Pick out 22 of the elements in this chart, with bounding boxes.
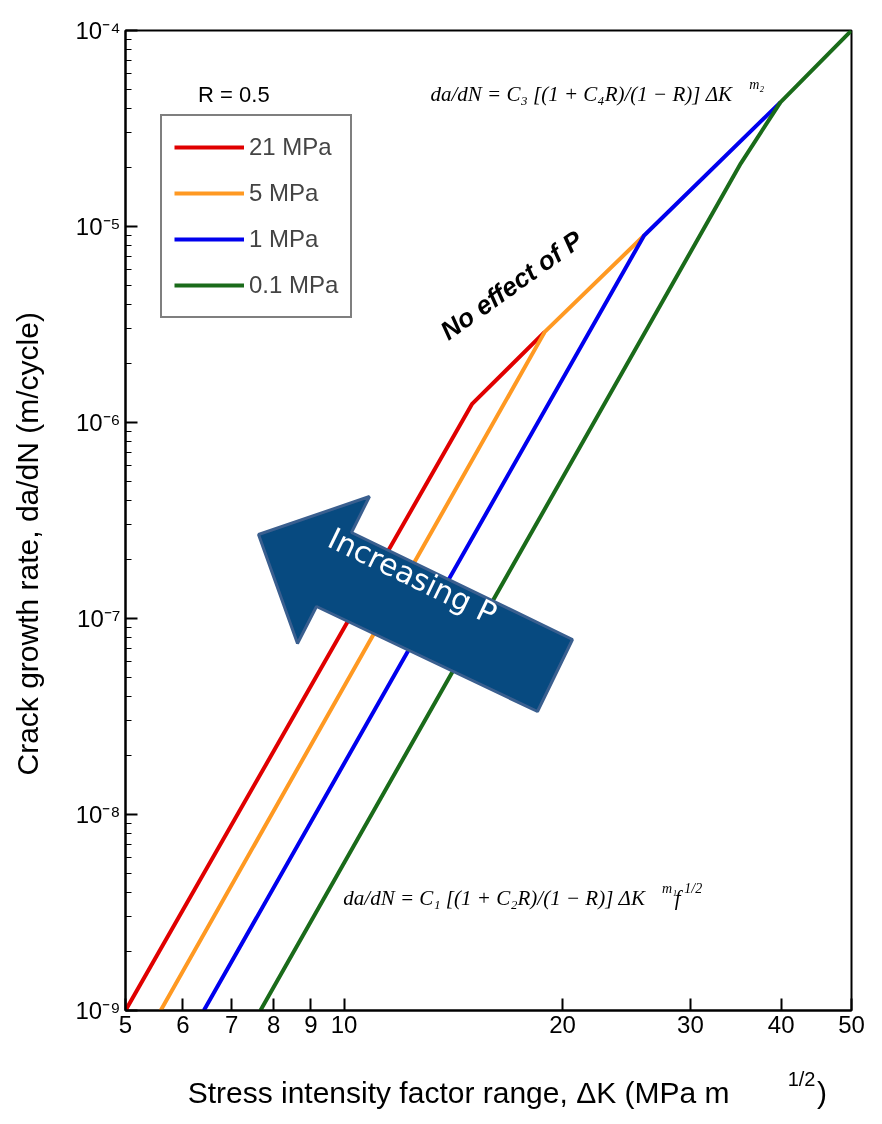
x-tick-label: 50 xyxy=(838,1010,865,1038)
y-tick-label: 10⁻⁷ xyxy=(77,605,121,632)
legend-label: 21 MPa xyxy=(249,133,332,161)
y-tick-label: 10⁻⁸ xyxy=(75,801,121,828)
legend-label: 0.1 MPa xyxy=(249,271,339,299)
annotation: R = 0.5 xyxy=(198,81,270,107)
x-tick-label: 10 xyxy=(330,1010,358,1038)
y-tick-label: 10⁻⁵ xyxy=(75,213,121,240)
y-tick-label: 10⁻⁹ xyxy=(75,997,121,1024)
x-tick-label: 5 xyxy=(118,1010,133,1038)
x-tick-label: 9 xyxy=(304,1010,318,1038)
x-tick-label: 20 xyxy=(549,1010,576,1038)
legend-label: 1 MPa xyxy=(249,225,319,253)
x-tick-label: 8 xyxy=(267,1010,281,1038)
x-tick-label: 30 xyxy=(677,1010,704,1038)
x-tick-label: 6 xyxy=(176,1010,190,1038)
y-axis-title: Crack growth rate, da/dN (m/cycle) xyxy=(10,312,44,776)
legend-label: 5 MPa xyxy=(249,179,319,207)
y-tick-label: 10⁻⁶ xyxy=(75,409,121,436)
x-tick-label: 40 xyxy=(767,1010,795,1038)
y-tick-label: 10⁻⁴ xyxy=(75,17,121,44)
x-tick-label: 7 xyxy=(224,1010,239,1038)
